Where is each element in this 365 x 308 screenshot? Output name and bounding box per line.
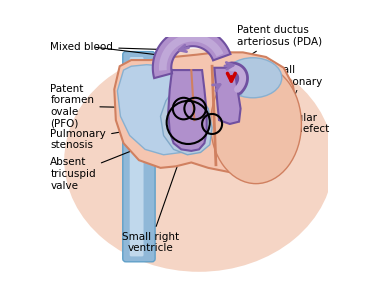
Text: Absent
tricuspid
valve: Absent tricuspid valve [50, 140, 158, 191]
Text: Pulmonary
stenosis: Pulmonary stenosis [50, 124, 169, 150]
Polygon shape [161, 91, 212, 155]
Ellipse shape [64, 48, 334, 272]
Text: Ventricular
septal defect
(VSD): Ventricular septal defect (VSD) [223, 113, 329, 146]
Polygon shape [222, 74, 245, 97]
Text: Mixed blood: Mixed blood [50, 42, 178, 52]
Polygon shape [159, 34, 223, 71]
Text: Small
pulmonary
artery: Small pulmonary artery [240, 65, 322, 98]
Polygon shape [214, 68, 241, 124]
Ellipse shape [224, 58, 282, 98]
Ellipse shape [211, 64, 301, 184]
Text: Patent ductus
arteriosus (PDA): Patent ductus arteriosus (PDA) [238, 25, 323, 63]
Polygon shape [114, 52, 297, 172]
Polygon shape [168, 70, 207, 151]
Text: Patent
foramen
ovale
(PFO): Patent foramen ovale (PFO) [50, 84, 182, 129]
FancyBboxPatch shape [130, 57, 143, 256]
Text: Small right
ventricle: Small right ventricle [122, 142, 186, 253]
FancyBboxPatch shape [123, 51, 155, 262]
Polygon shape [118, 65, 193, 155]
Polygon shape [153, 28, 230, 78]
